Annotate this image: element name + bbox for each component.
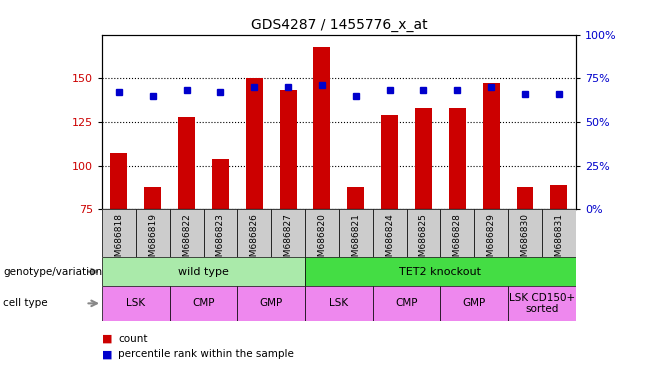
Bar bbox=[313, 47, 330, 209]
Bar bbox=[136, 209, 170, 257]
Bar bbox=[517, 187, 534, 209]
Text: GSM686830: GSM686830 bbox=[520, 213, 530, 268]
Bar bbox=[508, 286, 576, 321]
Bar bbox=[347, 187, 365, 209]
Bar bbox=[246, 78, 263, 209]
Text: GSM686828: GSM686828 bbox=[453, 213, 462, 268]
Text: CMP: CMP bbox=[192, 298, 215, 308]
Text: genotype/variation: genotype/variation bbox=[3, 266, 103, 277]
Bar bbox=[372, 286, 440, 321]
Text: count: count bbox=[118, 334, 148, 344]
Text: GSM686823: GSM686823 bbox=[216, 213, 225, 268]
Text: GSM686825: GSM686825 bbox=[419, 213, 428, 268]
Bar bbox=[381, 115, 398, 209]
Text: GMP: GMP bbox=[259, 298, 283, 308]
Bar bbox=[111, 153, 128, 209]
Bar bbox=[305, 209, 339, 257]
Bar bbox=[170, 209, 203, 257]
Bar bbox=[305, 257, 576, 286]
Text: ■: ■ bbox=[102, 334, 113, 344]
Text: GSM686821: GSM686821 bbox=[351, 213, 361, 268]
Bar bbox=[170, 286, 238, 321]
Text: wild type: wild type bbox=[178, 266, 229, 277]
Text: LSK CD150+
sorted: LSK CD150+ sorted bbox=[509, 293, 575, 314]
Bar bbox=[339, 209, 372, 257]
Bar bbox=[483, 83, 499, 209]
Text: cell type: cell type bbox=[3, 298, 48, 308]
Text: GSM686822: GSM686822 bbox=[182, 213, 191, 268]
Text: GSM686827: GSM686827 bbox=[284, 213, 293, 268]
Bar bbox=[238, 286, 305, 321]
Bar bbox=[508, 209, 542, 257]
Text: TET2 knockout: TET2 knockout bbox=[399, 266, 482, 277]
Text: GSM686826: GSM686826 bbox=[250, 213, 259, 268]
Bar bbox=[102, 286, 170, 321]
Text: percentile rank within the sample: percentile rank within the sample bbox=[118, 349, 294, 359]
Bar bbox=[238, 209, 271, 257]
Bar bbox=[102, 209, 136, 257]
Bar bbox=[280, 91, 297, 209]
Bar bbox=[415, 108, 432, 209]
Text: ■: ■ bbox=[102, 349, 113, 359]
Bar bbox=[407, 209, 440, 257]
Bar bbox=[440, 286, 508, 321]
Text: CMP: CMP bbox=[395, 298, 418, 308]
Text: GSM686820: GSM686820 bbox=[317, 213, 326, 268]
Bar bbox=[102, 257, 305, 286]
Text: GSM686824: GSM686824 bbox=[385, 213, 394, 268]
Bar bbox=[449, 108, 466, 209]
Bar bbox=[203, 209, 238, 257]
Text: GSM686818: GSM686818 bbox=[114, 213, 124, 268]
Bar bbox=[178, 117, 195, 209]
Title: GDS4287 / 1455776_x_at: GDS4287 / 1455776_x_at bbox=[251, 18, 427, 32]
Bar bbox=[144, 187, 161, 209]
Bar bbox=[474, 209, 508, 257]
Text: LSK: LSK bbox=[329, 298, 349, 308]
Text: LSK: LSK bbox=[126, 298, 145, 308]
Bar bbox=[271, 209, 305, 257]
Bar bbox=[440, 209, 474, 257]
Text: GSM686831: GSM686831 bbox=[554, 213, 563, 268]
Text: GMP: GMP bbox=[463, 298, 486, 308]
Text: GSM686829: GSM686829 bbox=[487, 213, 495, 268]
Text: GSM686819: GSM686819 bbox=[148, 213, 157, 268]
Bar bbox=[542, 209, 576, 257]
Bar bbox=[550, 185, 567, 209]
Bar bbox=[212, 159, 229, 209]
Bar bbox=[305, 286, 372, 321]
Bar bbox=[372, 209, 407, 257]
